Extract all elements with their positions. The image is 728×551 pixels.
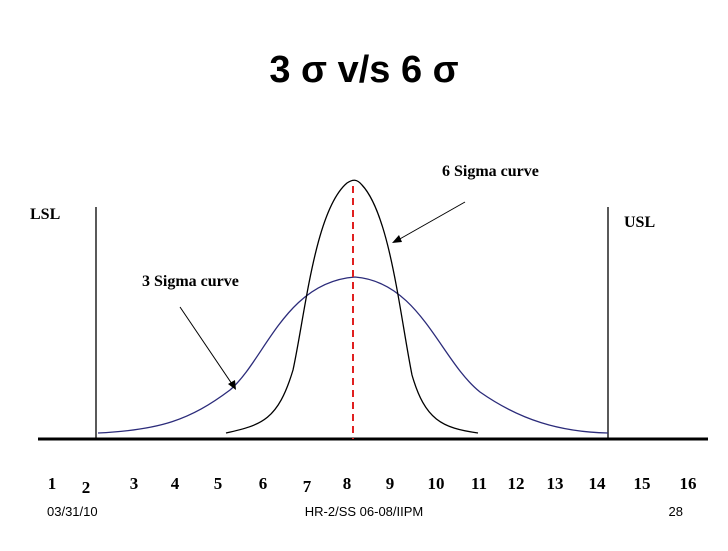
three-sigma-label: 3 Sigma curve — [142, 273, 239, 290]
lsl-label: LSL — [30, 206, 60, 223]
footer-date: 03/31/10 — [47, 504, 98, 519]
six-sigma-curve — [225, 179, 479, 434]
six-sigma-arrowhead — [392, 235, 402, 243]
tick-label: 15 — [634, 474, 651, 493]
tick-label: 2 — [82, 478, 91, 497]
footer-page-number: 28 — [669, 504, 683, 519]
tick-label: 8 — [343, 474, 352, 493]
six-sigma-label: 6 Sigma curve — [442, 163, 539, 180]
tick-label: 12 — [508, 474, 525, 493]
footer-center: HR-2/SS 06-08/IIPM — [305, 504, 424, 519]
tick-label: 11 — [471, 474, 487, 493]
tick-label: 13 — [547, 474, 564, 493]
three-sigma-arrowhead — [228, 380, 236, 390]
tick-label: 10 — [428, 474, 445, 493]
tick-label: 7 — [303, 477, 312, 496]
three-sigma-arrow — [179, 306, 233, 385]
tick-label: 6 — [259, 474, 268, 493]
tick-label: 5 — [214, 474, 223, 493]
tick-label: 4 — [171, 474, 180, 493]
tick-label: 9 — [386, 474, 395, 493]
three-sigma-curve — [97, 276, 609, 434]
usl-label: USL — [624, 214, 655, 231]
slide-title: 3 σ v/s 6 σ — [269, 49, 458, 91]
tick-label: 3 — [130, 474, 139, 493]
tick-label: 1 — [48, 474, 57, 493]
six-sigma-arrow — [397, 201, 466, 241]
tick-label: 16 — [680, 474, 697, 493]
tick-label: 14 — [589, 474, 607, 493]
